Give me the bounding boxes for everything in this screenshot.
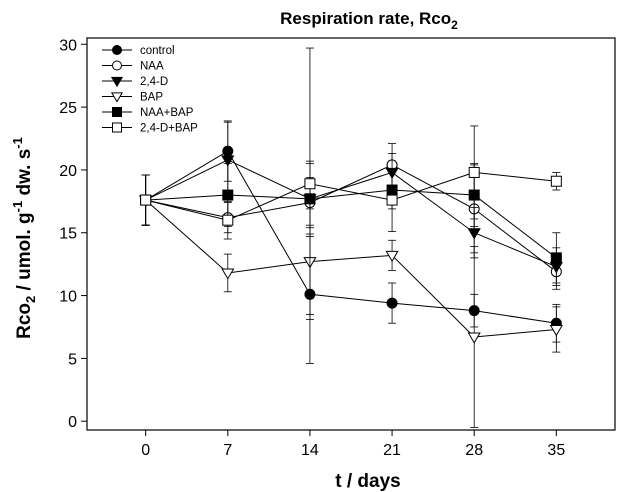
y-axis-label-part-5: -1 [10, 137, 25, 149]
data-point [221, 268, 235, 280]
data-point [549, 324, 563, 337]
axis-ticks [81, 43, 557, 436]
data-point [550, 175, 562, 187]
legend-entry: 2,4-D [102, 76, 168, 88]
legend-marker [110, 76, 124, 88]
data-point [467, 332, 481, 344]
series-layer [139, 47, 563, 428]
chart-title-subscript: 2 [451, 18, 458, 32]
y-axis-label-part-3: -1 [10, 201, 25, 213]
tick-labels: 0 7 14 21 28 35 0 5 10 15 20 25 30 [59, 37, 565, 459]
legend: control NAA 2,4-D BAP NAA+BAP 2,4-D+BAP [102, 45, 198, 135]
series-line [145, 171, 557, 221]
chart-title-main: Respiration rate, Rco [280, 9, 451, 28]
y-tick-label-5: 5 [68, 351, 77, 368]
series-line [145, 159, 557, 268]
legend-entry: NAA+BAP [102, 107, 194, 119]
series-line [145, 189, 557, 259]
data-point [468, 166, 480, 178]
x-tick-label-21: 21 [383, 442, 401, 459]
plot-frame [86, 37, 616, 431]
series-2 [139, 121, 563, 286]
data-point [304, 178, 316, 190]
data-point [222, 214, 234, 226]
x-tick-label-7: 7 [223, 442, 232, 459]
x-tick-label-0: 0 [141, 442, 150, 459]
legend-label: control [140, 45, 175, 57]
data-point [550, 252, 562, 264]
legend-marker [110, 92, 124, 103]
y-tick-label-30: 30 [59, 37, 77, 54]
legend-marker [112, 107, 122, 117]
legend-marker [112, 45, 122, 55]
chart-title: Respiration rate, Rco2 [280, 9, 458, 32]
legend-label: 2,4-D+BAP [140, 123, 198, 135]
legend-entry: control [102, 45, 175, 57]
data-point [385, 250, 399, 263]
legend-entry: NAA [102, 60, 164, 73]
y-axis-label-part-0: Rco [14, 303, 35, 339]
y-axis-label-part-2: / umol. g [14, 212, 35, 295]
data-point [467, 228, 481, 240]
legend-label: NAA [140, 61, 164, 73]
legend-entry: BAP [102, 92, 163, 104]
legend-marker [112, 60, 122, 71]
series-4 [140, 160, 562, 284]
y-tick-label-25: 25 [59, 100, 77, 117]
y-axis-label-part-1: 2 [23, 296, 38, 303]
series-5 [140, 47, 562, 320]
data-point [222, 189, 234, 201]
x-tick-label-14: 14 [301, 442, 319, 459]
y-tick-label-15: 15 [59, 226, 77, 243]
data-point [386, 297, 398, 309]
legend-marker [112, 122, 122, 133]
data-point [221, 155, 235, 167]
legend-label: NAA+BAP [140, 107, 194, 119]
legend-label: BAP [140, 92, 163, 104]
y-axis-label: Rco2 / umol. g-1 dw. s-1 [10, 137, 38, 339]
series-line [145, 199, 557, 338]
y-tick-label-0: 0 [68, 414, 77, 431]
series-line [145, 150, 557, 324]
y-axis-label-part-4: dw. s [14, 149, 35, 201]
y-tick-label-10: 10 [59, 289, 77, 306]
x-tick-label-35: 35 [547, 442, 565, 459]
series-3 [139, 174, 563, 428]
legend-entry: 2,4-D+BAP [102, 122, 198, 135]
legend-label: 2,4-D [140, 76, 168, 88]
x-axis-label: t / days [335, 471, 400, 492]
data-point [386, 194, 398, 206]
y-tick-label-20: 20 [59, 163, 77, 180]
x-tick-label-28: 28 [465, 442, 483, 459]
data-point [140, 194, 152, 206]
series-line [145, 164, 557, 273]
